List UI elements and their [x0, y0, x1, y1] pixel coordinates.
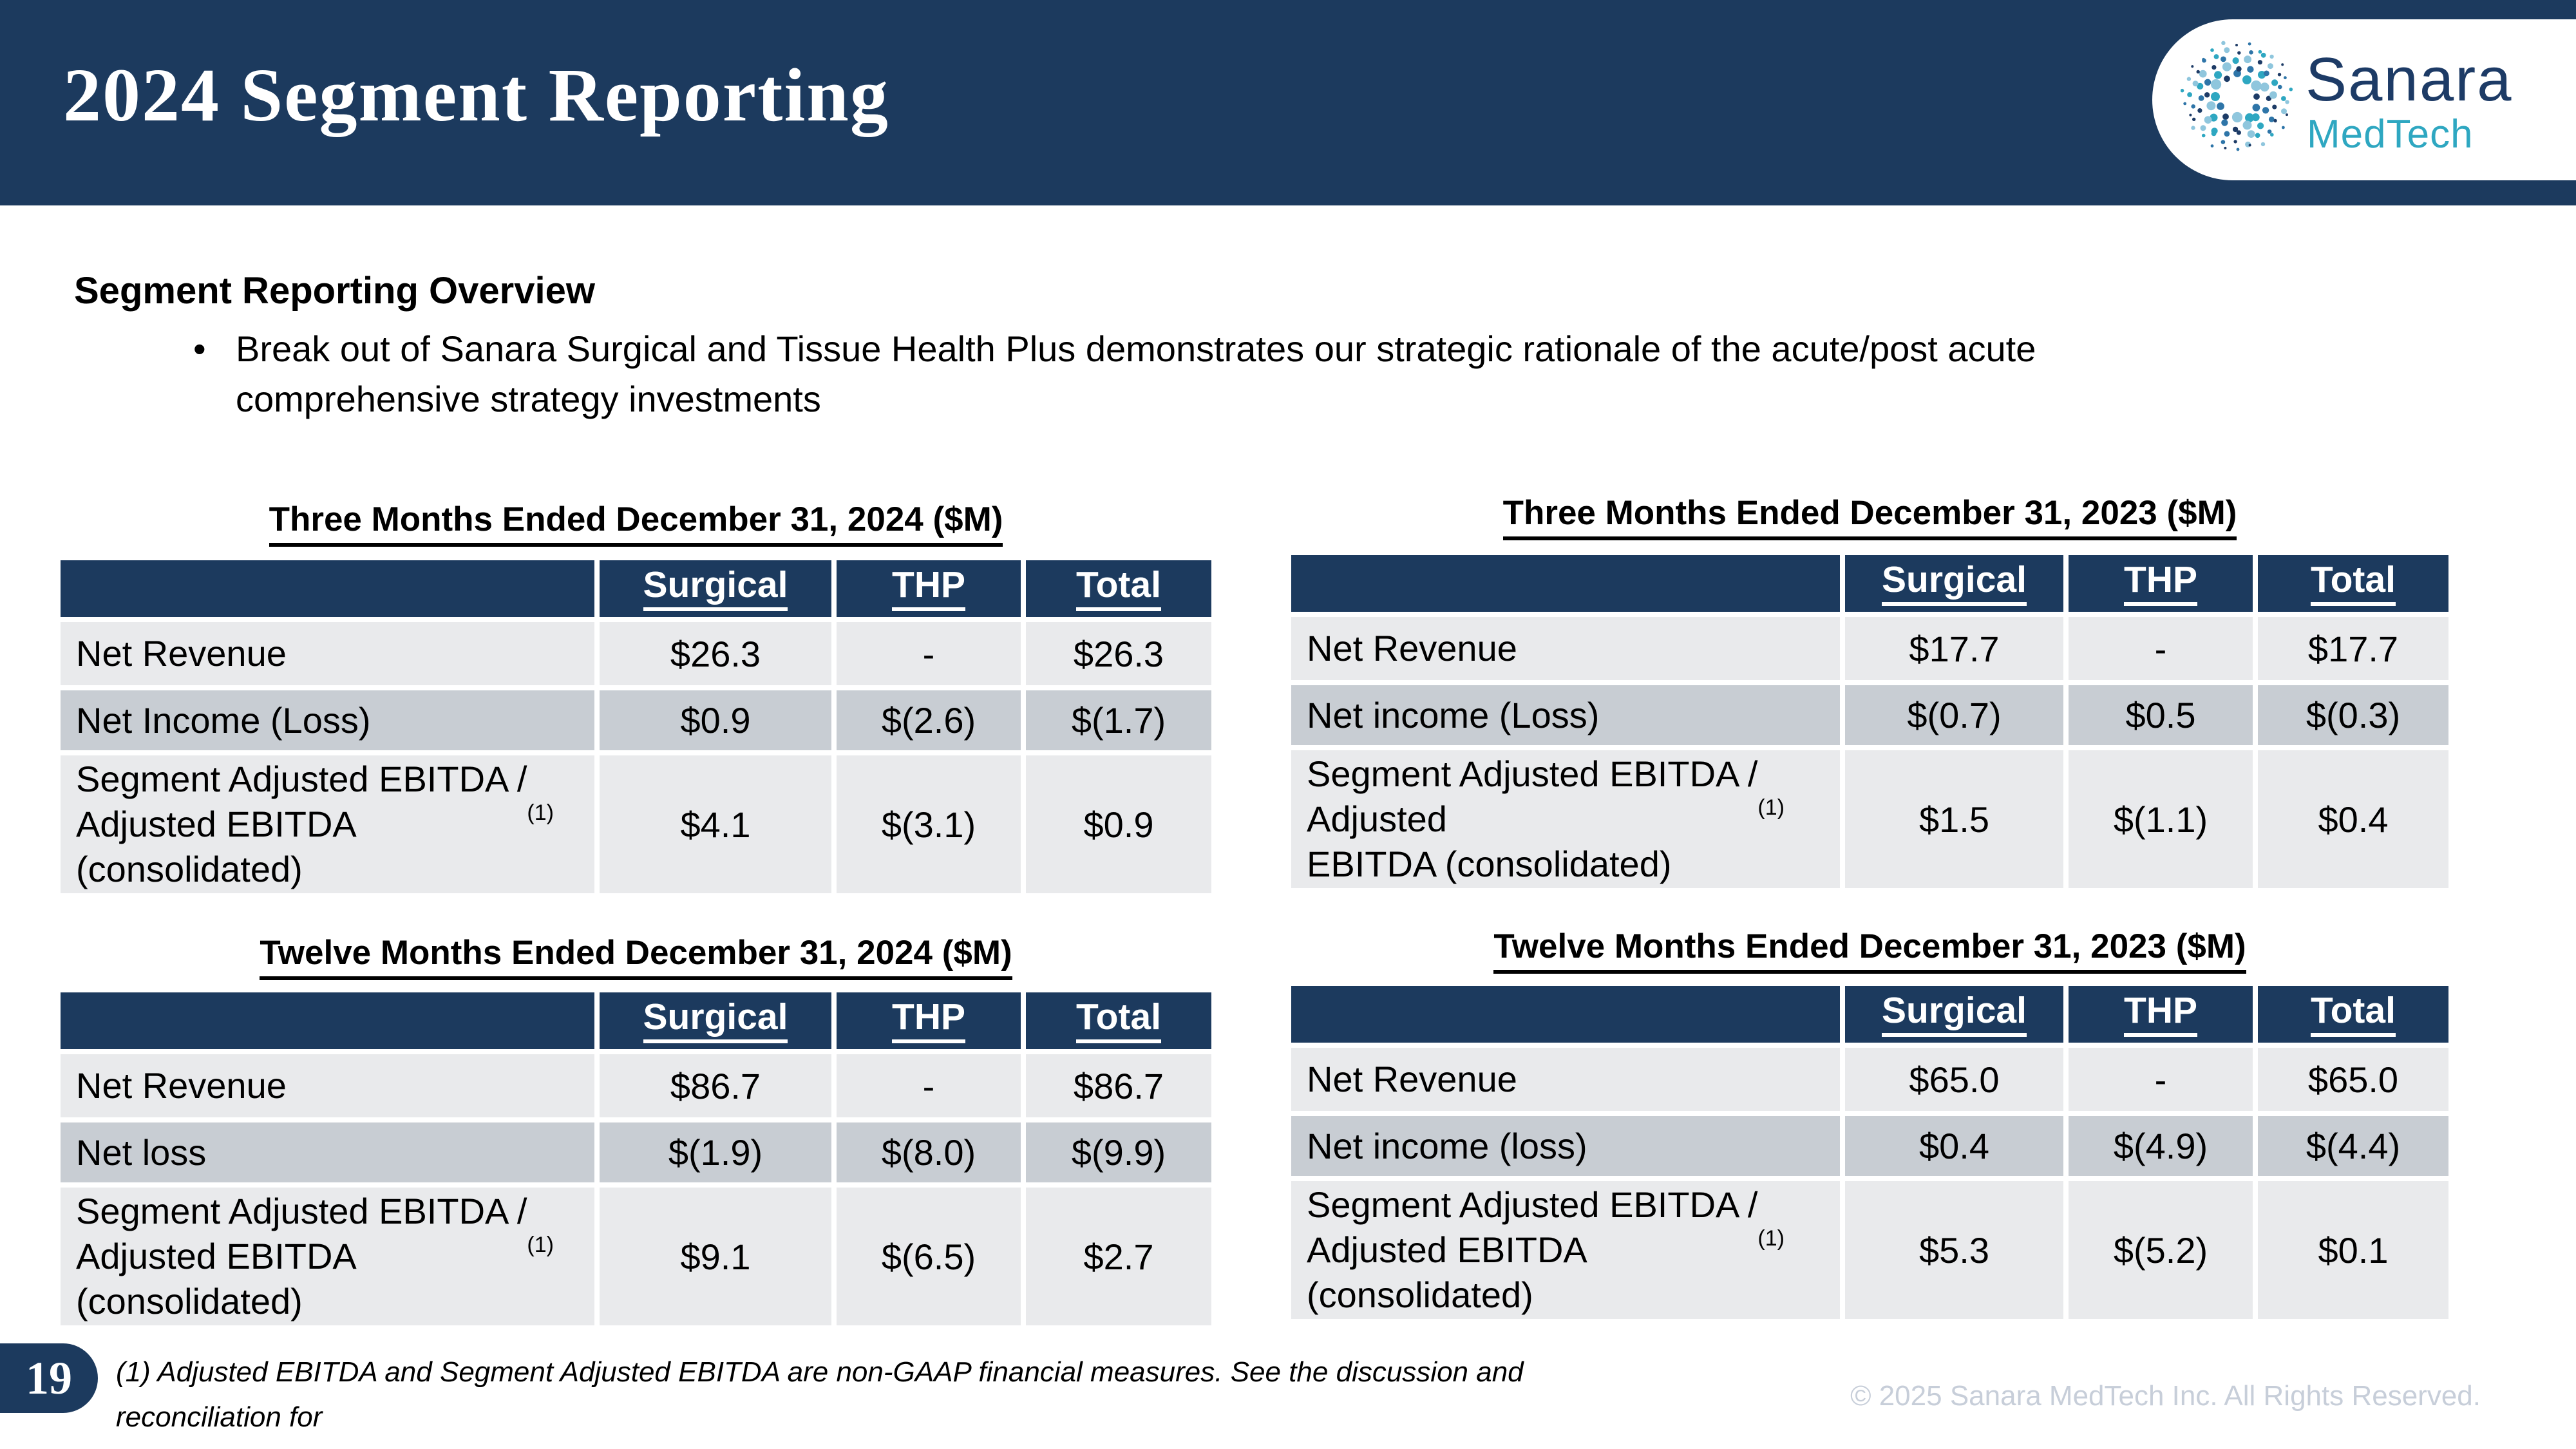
table-3m-2023: Surgical THP Total Net Revenue $17.7 - $…	[1291, 555, 2448, 888]
cell-value: $(4.9)	[2069, 1116, 2253, 1176]
sanara-starburst-icon	[2181, 41, 2293, 151]
overview-bullet-text: Break out of Sanara Surgical and Tissue …	[236, 328, 2036, 420]
logo-subtitle: MedTech	[2307, 112, 2474, 156]
cell-value: $(0.3)	[2258, 685, 2448, 745]
cell-value: $(9.9)	[1026, 1122, 1211, 1182]
cell-value: $4.1	[600, 755, 831, 893]
cell-value: $(3.1)	[837, 755, 1021, 893]
bullet-marker: •	[193, 328, 206, 369]
slide-title: 2024 Segment Reporting	[63, 53, 889, 137]
table-title-3m-2024: Three Months Ended December 31, 2024 ($M…	[61, 500, 1211, 547]
cell-value: $(4.4)	[2258, 1116, 2448, 1176]
copyright: © 2025 Sanara MedTech Inc. All Rights Re…	[1850, 1380, 2481, 1412]
cell-value: $(1.7)	[1026, 690, 1211, 750]
col-header: Surgical	[1845, 986, 2063, 1043]
cell-value: $65.0	[2258, 1048, 2448, 1111]
cell-value: -	[837, 622, 1021, 685]
cell-value: $(1.1)	[2069, 750, 2253, 888]
table-title-12m-2023: Twelve Months Ended December 31, 2023 ($…	[1291, 927, 2448, 974]
table-header-empty	[1291, 555, 1840, 612]
col-header: Total	[2258, 986, 2448, 1043]
cell-value: $26.3	[1026, 622, 1211, 685]
cell-value: $(6.5)	[837, 1188, 1021, 1325]
row-label: Segment Adjusted EBITDA / Adjusted EBITD…	[61, 1188, 594, 1325]
table-title-12m-2024: Twelve Months Ended December 31, 2024 ($…	[61, 933, 1211, 980]
row-label: Segment Adjusted EBITDA / Adjusted EBITD…	[61, 755, 594, 893]
cell-value: $9.1	[600, 1188, 831, 1325]
cell-value: $65.0	[1845, 1048, 2063, 1111]
row-label: Net loss	[61, 1122, 594, 1182]
footnote-marker: (1)	[527, 800, 554, 825]
footnote-marker: (1)	[1757, 795, 1785, 820]
footnote-marker: (1)	[527, 1233, 554, 1257]
cell-value: $(2.6)	[837, 690, 1021, 750]
cell-value: $0.1	[2258, 1181, 2448, 1319]
sanara-logo: Sanara MedTech	[2152, 19, 2576, 180]
cell-value: $(1.9)	[600, 1122, 831, 1182]
cell-value: $0.5	[2069, 685, 2253, 745]
table-header-empty	[1291, 986, 1840, 1043]
cell-value: $1.5	[1845, 750, 2063, 888]
row-label: Net Income (Loss)	[61, 690, 594, 750]
table-12m-2024: Surgical THP Total Net Revenue $86.7 - $…	[61, 992, 1211, 1325]
table-3m-2024: Surgical THP Total Net Revenue $26.3 - $…	[61, 560, 1211, 893]
cell-value: $17.7	[1845, 617, 2063, 680]
cell-value: $0.9	[1026, 755, 1211, 893]
table-header-empty	[61, 992, 594, 1049]
cell-value: $17.7	[2258, 617, 2448, 680]
row-label: Net income (loss)	[1291, 1116, 1840, 1176]
cell-value: $2.7	[1026, 1188, 1211, 1325]
col-header: THP	[837, 992, 1021, 1049]
col-header: Surgical	[600, 560, 831, 617]
row-label: Segment Adjusted EBITDA / Adjusted EBITD…	[1291, 1181, 1840, 1319]
col-header: Total	[1026, 560, 1211, 617]
row-label: Net income (Loss)	[1291, 685, 1840, 745]
row-label: Net Revenue	[61, 1054, 594, 1117]
table-header-empty	[61, 560, 594, 617]
col-header: THP	[837, 560, 1021, 617]
cell-value: $0.9	[600, 690, 831, 750]
cell-value: $0.4	[1845, 1116, 2063, 1176]
logo-wordmark: Sanara	[2306, 45, 2513, 114]
table-12m-2023: Surgical THP Total Net Revenue $65.0 - $…	[1291, 986, 2448, 1319]
table-title-3m-2023: Three Months Ended December 31, 2023 ($M…	[1291, 493, 2448, 540]
cell-value: $5.3	[1845, 1181, 2063, 1319]
cell-value: $(0.7)	[1845, 685, 2063, 745]
row-label: Net Revenue	[1291, 617, 1840, 680]
col-header: THP	[2069, 986, 2253, 1043]
cell-value: $86.7	[1026, 1054, 1211, 1117]
row-label: Net Revenue	[61, 622, 594, 685]
cell-value: -	[837, 1054, 1021, 1117]
header-band: 2024 Segment Reporting Sanara MedTech	[0, 0, 2576, 205]
row-label: Segment Adjusted EBITDA / Adjusted EBITD…	[1291, 750, 1840, 888]
col-header: Total	[1026, 992, 1211, 1049]
page-number-badge: 19	[0, 1343, 98, 1413]
col-header: Surgical	[1845, 555, 2063, 612]
col-header: Surgical	[600, 992, 831, 1049]
cell-value: -	[2069, 617, 2253, 680]
cell-value: $86.7	[600, 1054, 831, 1117]
row-label: Net Revenue	[1291, 1048, 1840, 1111]
overview-bullet: • Break out of Sanara Surgical and Tissu…	[193, 324, 2036, 425]
col-header: THP	[2069, 555, 2253, 612]
col-header: Total	[2258, 555, 2448, 612]
footnote: (1) Adjusted EBITDA and Segment Adjusted…	[116, 1356, 1524, 1449]
cell-value: $(8.0)	[837, 1122, 1021, 1182]
overview-heading: Segment Reporting Overview	[74, 270, 595, 312]
cell-value: $0.4	[2258, 750, 2448, 888]
cell-value: $(5.2)	[2069, 1181, 2253, 1319]
footnote-marker: (1)	[1757, 1226, 1785, 1251]
cell-value: $26.3	[600, 622, 831, 685]
page-number: 19	[26, 1352, 72, 1404]
cell-value: -	[2069, 1048, 2253, 1111]
